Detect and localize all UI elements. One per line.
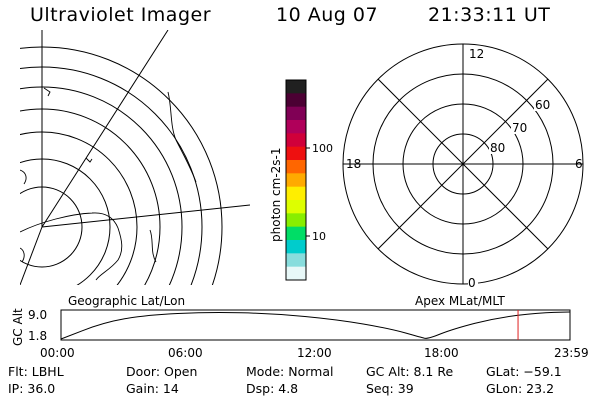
time-tick-label: 23:59 — [554, 346, 589, 360]
label-backdrop — [468, 46, 482, 60]
coastline-fragment — [85, 157, 93, 163]
time-tick-label: 00:00 — [40, 346, 75, 360]
glon-value: GLon: 23.2 — [486, 381, 555, 396]
altitude-plot: Geographic Lat/Lon Apex MLat/MLT GC Alt … — [11, 294, 589, 360]
time-tick-label: 18:00 — [424, 346, 459, 360]
lat-circle — [20, 158, 111, 285]
altitude-ytick: 9.0 — [28, 308, 47, 322]
coastline — [20, 87, 197, 281]
colorbar-cell — [286, 226, 306, 241]
ip-value: IP: 36.0 — [8, 381, 56, 396]
colorbar-cell — [286, 80, 306, 94]
time-tick-label: 12:00 — [297, 346, 332, 360]
coastline-fragment — [20, 169, 27, 185]
colorbar-cell — [286, 200, 306, 214]
coastline-fragment — [167, 91, 197, 183]
colorbar-cells — [286, 80, 306, 281]
meridian — [41, 204, 250, 228]
colorbar-cell — [286, 186, 306, 201]
instrument-title: Ultraviolet Imager — [30, 4, 212, 26]
altitude-ytick: 1.8 — [28, 329, 47, 343]
colorbar-unit-label: photon cm-2s-1 — [269, 148, 283, 243]
colorbar-cell — [286, 266, 306, 281]
colorbar-cell — [286, 93, 306, 108]
seq-value: Seq: 39 — [366, 381, 414, 396]
mlt-label-12: 12 — [469, 47, 484, 61]
glat-value: GLat: −59.1 — [486, 364, 562, 379]
mode-value: Mode: Normal — [246, 364, 334, 379]
label-backdrop — [468, 276, 478, 289]
altitude-plot-frame — [60, 309, 571, 341]
colorbar: 100 10 photon cm-2s-1 — [269, 79, 333, 281]
coastline-africa — [20, 212, 123, 281]
altitude-axis-label: GC Alt — [11, 308, 25, 346]
coastline-fragment — [149, 229, 157, 263]
dsp-value: Dsp: 4.8 — [246, 381, 299, 396]
polar-panel — [342, 43, 584, 285]
lat-circle — [20, 86, 183, 285]
coastline-fragment — [20, 247, 25, 263]
colorbar-cell — [286, 120, 306, 134]
label-backdrop — [534, 97, 552, 111]
altitude-curve — [60, 311, 570, 340]
colorbar-cell — [286, 240, 306, 254]
colorbar-cell — [286, 213, 306, 228]
gc-alt-value: GC Alt: 8.1 Re — [366, 364, 454, 379]
door-value: Door: Open — [126, 364, 198, 379]
colorbar-cell — [286, 253, 306, 268]
polar-panel-label: Apex MLat/MLT — [415, 294, 505, 308]
colorbar-cell — [286, 146, 306, 161]
colorbar-frame — [285, 79, 307, 281]
colorbar-tick-label: 100 — [312, 142, 333, 155]
gain-value: Gain: 14 — [126, 381, 179, 396]
meridian-lines — [20, 30, 250, 285]
colorbar-cell — [286, 160, 306, 174]
mlat-label-70: 70 — [512, 121, 527, 135]
mlt-diagonal — [377, 78, 549, 250]
mlt-label-18: 18 — [346, 157, 361, 171]
geographic-panel — [20, 30, 250, 285]
observation-date: 10 Aug 07 — [276, 4, 379, 26]
observation-time: 21:33:11 UT — [428, 4, 551, 26]
meridian — [41, 30, 169, 228]
label-backdrop — [489, 140, 507, 154]
colorbar-cell — [286, 133, 306, 148]
colorbar-cell — [286, 173, 306, 188]
colorbar-tick-label: 10 — [312, 230, 326, 243]
meridian — [20, 226, 43, 285]
label-backdrop — [511, 120, 529, 134]
coastline-fragment — [43, 87, 51, 97]
mlt-label-6: 6 — [575, 157, 583, 171]
geo-panel-label: Geographic Lat/Lon — [68, 294, 185, 308]
mlat-label-80: 80 — [490, 141, 505, 155]
colorbar-cell — [286, 106, 306, 121]
filter-value: Flt: LBHL — [8, 364, 64, 379]
mlt-label-0: 0 — [468, 276, 476, 290]
time-tick-label: 06:00 — [168, 346, 203, 360]
mlat-label-60: 60 — [535, 98, 550, 112]
